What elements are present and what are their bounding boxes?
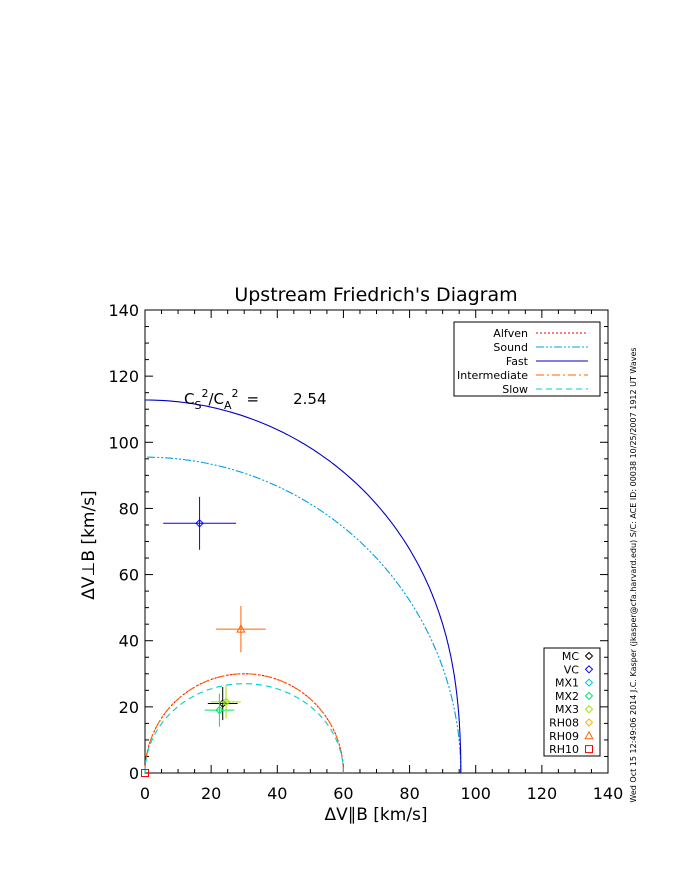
legend-point-marker-mx1 [584,678,594,687]
point-rh09 [236,624,246,633]
annotation-value: 2.54 [293,390,326,408]
y-tick-label: 80 [119,499,139,518]
point-rh10 [141,769,149,777]
legend-point-marker-mx3 [584,704,594,714]
legend-label-sound: Sound [493,341,528,354]
x-tick-label: 0 [140,784,150,803]
side-caption: Wed Oct 15 12:49:06 2014 J.C. Kasper (jk… [629,347,638,802]
y-tick-label: 20 [119,698,139,717]
x-tick-label: 140 [593,784,624,803]
x-axis-label: ΔV∥B [km/s] [324,805,427,825]
legend-point-label-mx1: MX1 [555,677,579,690]
x-tick-label: 60 [333,784,353,803]
legend-point-label-rh08: RH08 [549,717,579,730]
legend-point-label-rh10: RH10 [549,743,579,756]
y-axis-label: ΔV⊥B [km/s] [79,490,99,599]
y-tick-label: 60 [119,566,139,585]
legend-point-marker-vc [584,665,594,674]
legend-point-label-vc: VC [564,663,580,676]
y-tick-label: 120 [108,367,139,386]
annotation-eq: = [247,390,260,408]
point-mx2 [215,705,224,715]
curve-sound [145,456,462,773]
annotation-sup1: 2 [201,387,208,400]
y-tick-label: 140 [108,301,139,320]
legend-point-label-mx2: MX2 [555,690,579,703]
x-tick-label: 20 [201,784,221,803]
legend-point-label-rh09: RH09 [549,730,579,743]
legend-point-marker-rh09 [584,730,594,740]
annotation-cs: C [184,390,194,408]
curve-fast [145,399,462,773]
annotation-ca-sub: A [224,399,232,412]
legend-point-marker-rh10 [585,745,593,754]
x-tick-label: 40 [267,784,287,803]
curve-slow [144,683,344,773]
y-tick-label: 100 [108,433,139,452]
svg-text:CS2/CA2=2.54: CS2/CA2 = 2.54 [184,387,327,412]
y-tick-label: 0 [129,764,139,783]
y-tick-label: 40 [119,632,139,651]
x-tick-label: 100 [460,784,491,803]
chart-title: Upstream Friedrich's Diagram [234,284,517,306]
speed-ratio-annotation: CS2/CA2 = 2.54 [184,387,327,412]
legend-point-label-mx3: MX3 [555,703,579,716]
point-mx3 [221,697,231,707]
annotation-cs-sub: S [194,399,201,412]
annotation-sup2: 2 [232,387,239,400]
curve-intermediate [144,673,344,773]
y-axis: 0 20 40 60 80 100 120 140 [108,301,608,783]
data-points [141,496,266,777]
x-tick-label: 120 [527,784,558,803]
legend-point-marker-mx2 [584,691,594,701]
legend-point-marker-mc [584,651,594,661]
annotation-slash: /C [208,390,224,408]
x-axis: 0 20 40 60 80 100 120 140 [140,310,623,803]
legend-point-marker-rh08 [584,718,594,727]
legend-point-label-mc: MC [562,650,579,663]
legend-label-alfven: Alfven [493,327,528,340]
legend-label-fast: Fast [506,355,529,368]
curve-alfven [144,673,344,773]
legend-label-intermediate: Intermediate [457,369,528,382]
legend-label-slow: Slow [502,383,528,396]
point-vc [195,519,204,528]
x-tick-label: 80 [399,784,419,803]
wave-speed-curves [144,399,462,773]
